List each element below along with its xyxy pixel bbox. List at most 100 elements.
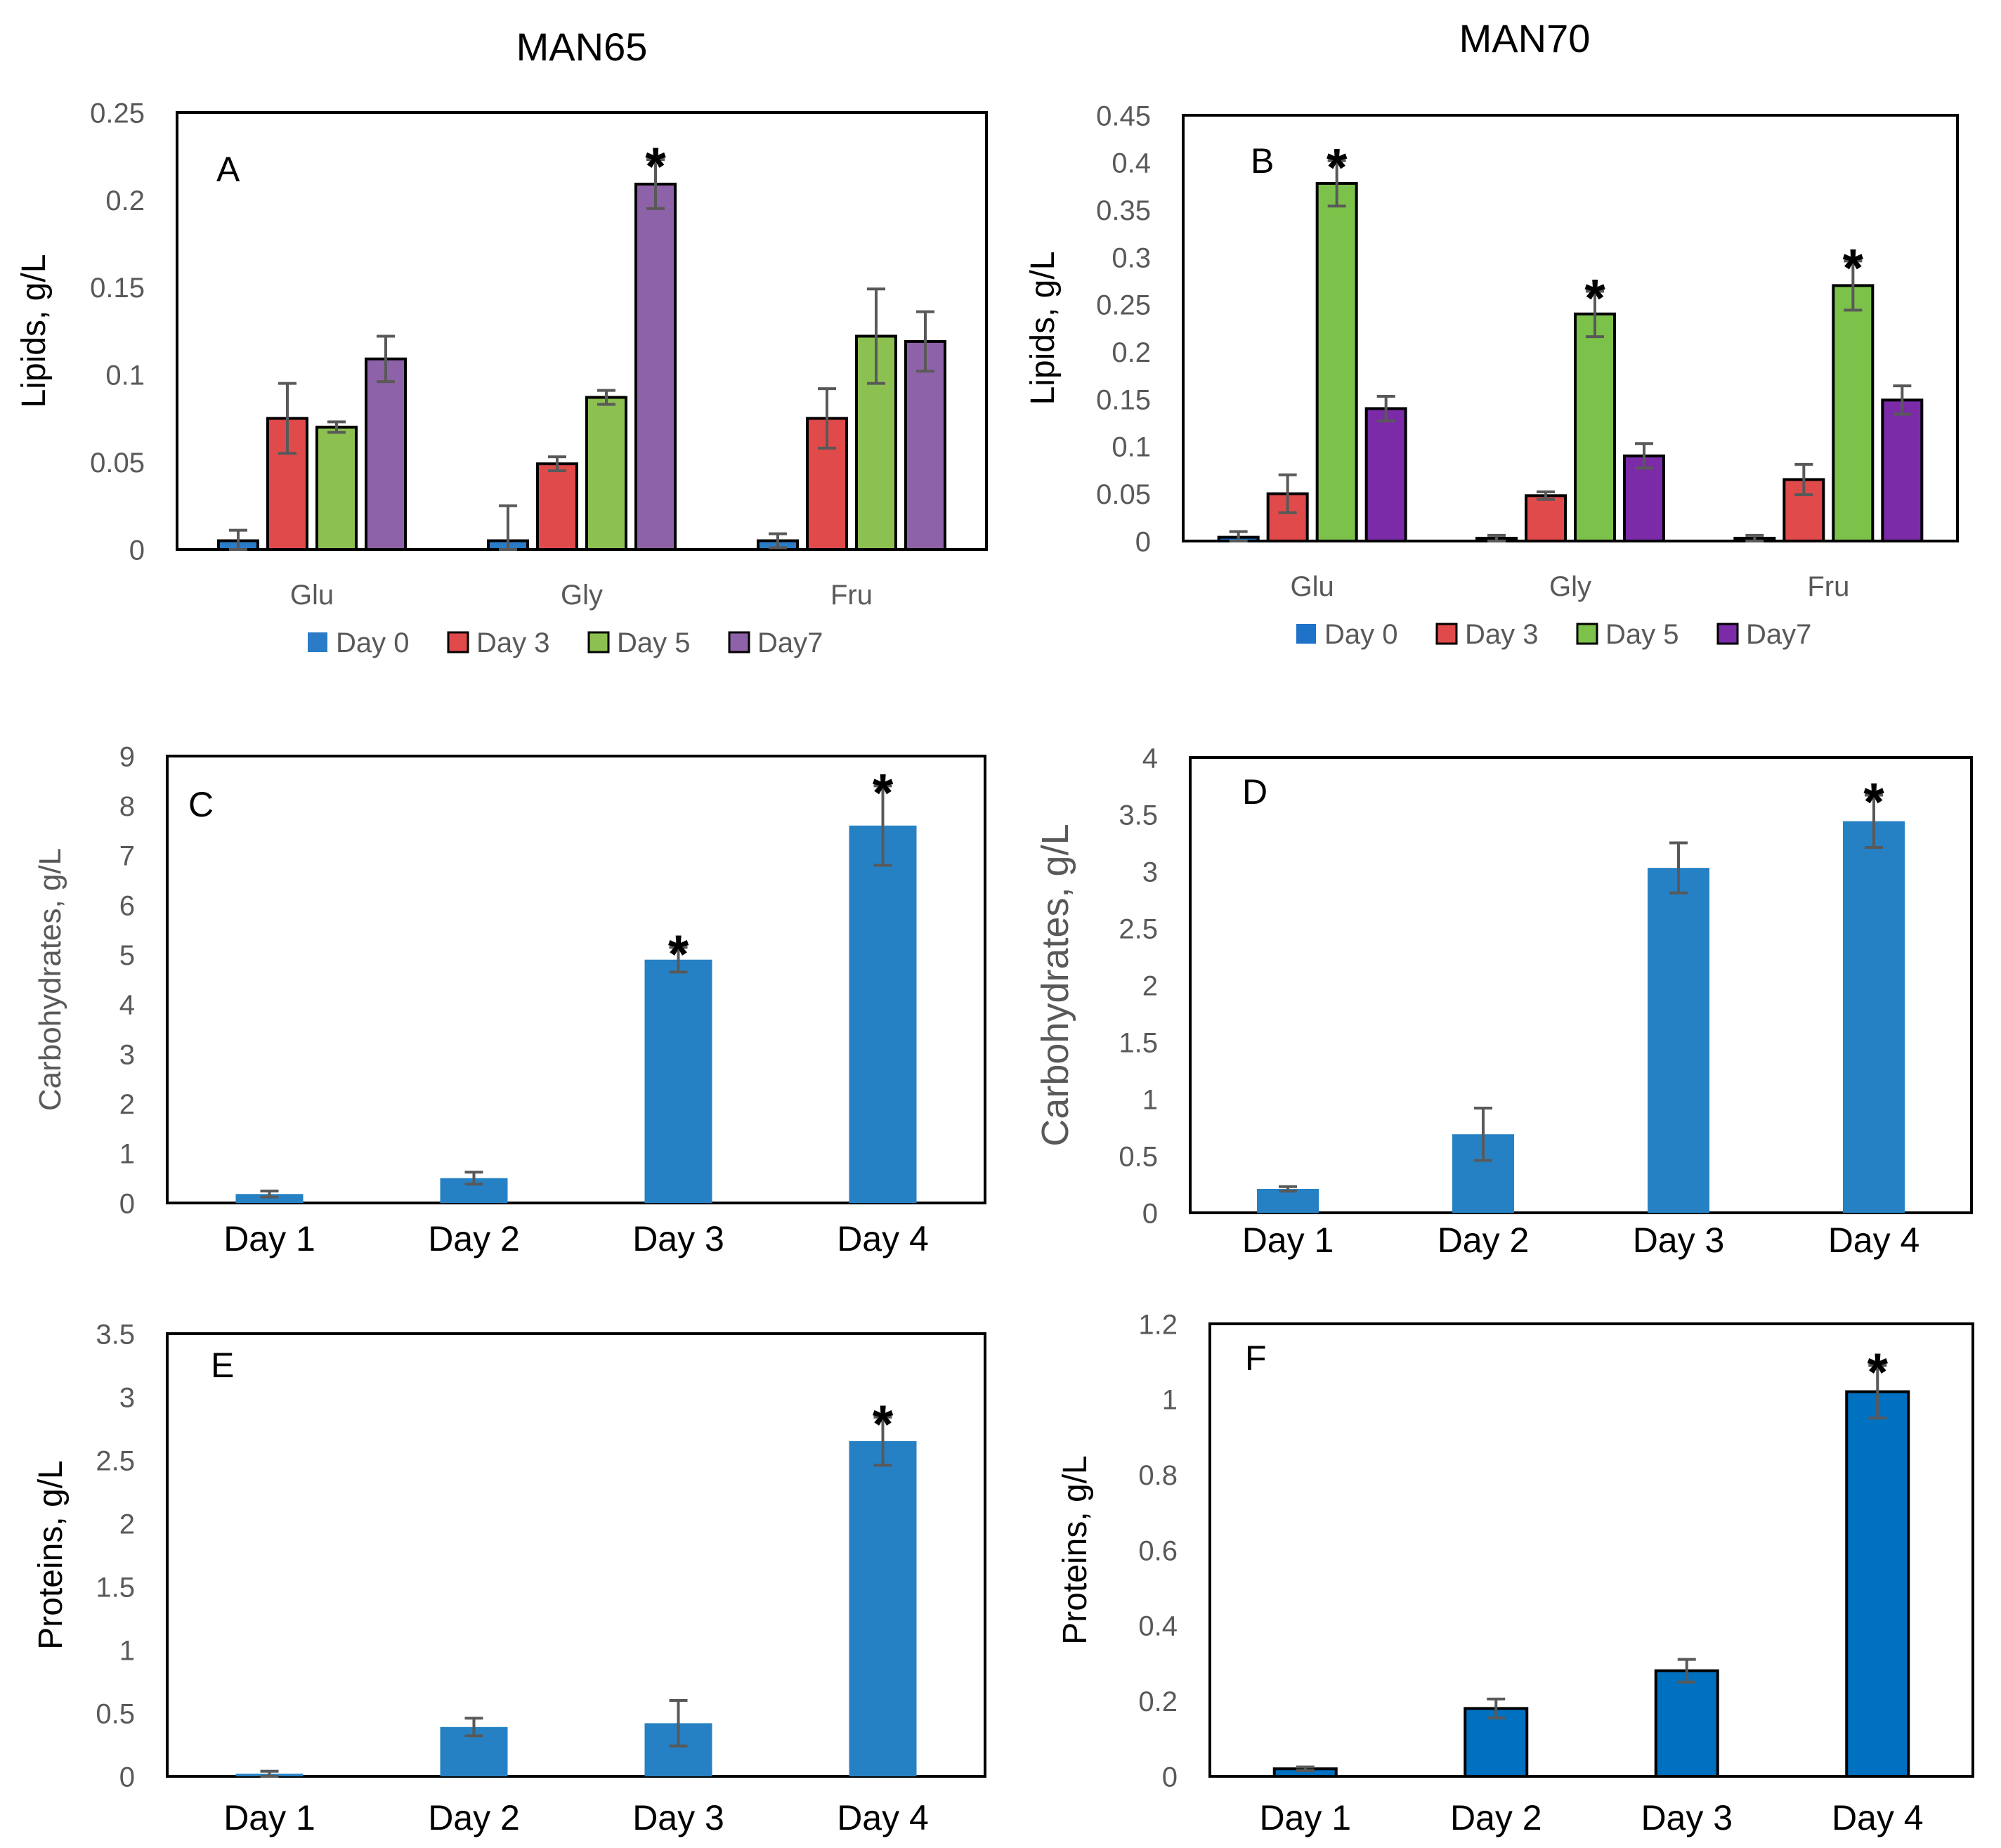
legend-swatch xyxy=(587,631,610,653)
bar xyxy=(1574,312,1616,542)
panel-a: 0 0.05 0.1 0.15 0.2 0.25 Glu Gly Fru * A Lipids, g/… xyxy=(15,98,988,658)
x-category-label: Day 1 xyxy=(223,1219,315,1258)
y-tick-label: 1.5 xyxy=(96,1572,135,1603)
y-axis-title: Carbohydrates, g/L xyxy=(33,848,67,1111)
y-axis-title: Lipids, g/L xyxy=(1024,252,1062,405)
y-tick-label: 8 xyxy=(119,791,135,822)
plot-frame xyxy=(176,111,988,551)
panel-d: 0 0.5 1 1.5 2 2.5 3 3.5 4 Day 1 Day 2 Day 3 Day 4 * D C… xyxy=(1034,743,1973,1260)
y-tick-label: 0.45 xyxy=(1096,100,1151,131)
x-category-label: Day 2 xyxy=(428,1798,520,1837)
y-tick-label: 7 xyxy=(119,841,135,872)
y-tick-label: 1 xyxy=(119,1635,135,1666)
significance-marker: * xyxy=(873,1395,894,1455)
bar xyxy=(1654,1669,1719,1778)
x-category-label: Day 1 xyxy=(1242,1221,1334,1260)
x-category-label: Day 4 xyxy=(837,1219,929,1258)
x-category-label: Gly xyxy=(1549,571,1591,602)
y-tick-label: 0.15 xyxy=(1096,384,1151,415)
y-tick-label: 2.5 xyxy=(96,1445,135,1476)
plot-frame xyxy=(1189,756,1973,1214)
panel-f: 0 0.2 0.4 0.6 0.8 1 1.2 Day 1 Day 2 Day 3 Day 4 * F P… xyxy=(1057,1309,1974,1837)
plot-frame xyxy=(166,1332,986,1778)
y-tick-label: 3.5 xyxy=(96,1319,135,1350)
y-tick-label: 0.1 xyxy=(1112,432,1151,463)
significance-marker: * xyxy=(668,925,689,984)
panel-c: 0 1 2 3 4 5 6 7 8 9 Day 1 Day 2 Day 3 Day 4 * * C Carbohy… xyxy=(33,741,986,1258)
panel-label: F xyxy=(1245,1339,1267,1378)
x-category-label: Day 3 xyxy=(632,1219,724,1258)
y-tick-label: 3.5 xyxy=(1119,800,1158,831)
panel-label: A xyxy=(216,150,240,189)
bar xyxy=(1845,1390,1910,1778)
x-category-label: Fru xyxy=(1807,571,1849,602)
y-tick-label: 2.5 xyxy=(1119,913,1158,944)
legend-swatch xyxy=(447,631,469,653)
x-category-label: Day 4 xyxy=(1832,1798,1924,1837)
y-tick-label: 2 xyxy=(1142,970,1158,1001)
legend-label: Day 5 xyxy=(617,627,691,658)
x-category-label: Day 2 xyxy=(1438,1221,1530,1260)
y-tick-label: 2 xyxy=(119,1089,135,1120)
y-tick-label: 0.5 xyxy=(96,1698,135,1729)
legend-item: Day 5 xyxy=(1576,619,1679,650)
y-tick-label: 0.6 xyxy=(1138,1535,1178,1566)
bar xyxy=(1881,398,1924,543)
bar xyxy=(644,959,712,1203)
y-tick-label: 0.05 xyxy=(1096,479,1151,510)
legend-label: Day 5 xyxy=(1605,619,1679,650)
column-title-man70: MAN70 xyxy=(1459,16,1591,60)
significance-marker: * xyxy=(1327,138,1348,198)
bar xyxy=(1464,1707,1529,1778)
y-axis-title: Lipids, g/L xyxy=(15,254,53,408)
panel-e: 0 0.5 1 1.5 2 2.5 3 3.5 Day 1 Day 2 Day 3 Day 4 * E Pr… xyxy=(32,1319,986,1837)
y-tick-label: 1 xyxy=(1142,1084,1158,1115)
bar xyxy=(1525,494,1567,542)
legend-item: Day7 xyxy=(728,627,823,658)
y-tick-label: 0.4 xyxy=(1112,148,1151,179)
y-tick-label: 1.5 xyxy=(1119,1027,1158,1058)
y-tick-label: 0.3 xyxy=(1112,242,1151,273)
column-title-man65: MAN65 xyxy=(516,25,648,69)
y-tick-label: 0.25 xyxy=(1096,290,1151,321)
panel-label: C xyxy=(188,785,214,824)
y-tick-label: 0.35 xyxy=(1096,195,1151,226)
legend-label: Day 0 xyxy=(336,627,410,658)
bar xyxy=(536,462,578,552)
y-tick-label: 0.2 xyxy=(1112,337,1151,368)
bar xyxy=(1266,492,1309,543)
y-tick-label: 3 xyxy=(1142,857,1158,887)
y-tick-label: 0.8 xyxy=(1138,1460,1178,1491)
x-category-label: Glu xyxy=(1291,571,1334,602)
bar xyxy=(904,339,946,551)
legend-label: Day 3 xyxy=(1465,619,1539,650)
y-tick-label: 0 xyxy=(119,1188,135,1219)
panel-label: D xyxy=(1242,772,1267,812)
bar xyxy=(634,183,677,551)
x-category-label: Glu xyxy=(290,580,334,611)
x-category-label: Day 4 xyxy=(837,1798,929,1837)
panel-label: B xyxy=(1251,141,1274,181)
significance-marker: * xyxy=(1843,238,1864,298)
significance-marker: * xyxy=(873,763,894,823)
y-tick-label: 1 xyxy=(1162,1385,1178,1416)
legend-swatch xyxy=(1296,624,1316,644)
significance-marker: * xyxy=(645,137,666,197)
bar xyxy=(1364,407,1407,543)
legend-swatch xyxy=(1576,623,1598,645)
legend-label: Day 3 xyxy=(476,627,550,658)
legend-item: Day 3 xyxy=(1435,619,1539,650)
y-axis-title: Carbohydrates, g/L xyxy=(1034,824,1076,1146)
legend-item: Day 5 xyxy=(587,627,691,658)
y-tick-label: 0 xyxy=(1162,1762,1178,1792)
y-tick-label: 0 xyxy=(119,1762,135,1792)
bar xyxy=(849,1441,917,1776)
x-category-label: Day 2 xyxy=(428,1219,520,1258)
x-category-label: Day 1 xyxy=(1259,1798,1351,1837)
y-axis-title: Proteins, g/L xyxy=(32,1460,70,1649)
y-tick-label: 0.25 xyxy=(90,98,145,129)
y-tick-label: 0.4 xyxy=(1138,1611,1178,1642)
plot-frame xyxy=(1208,1322,1974,1778)
bar xyxy=(1257,1188,1319,1213)
y-tick-label: 1.2 xyxy=(1138,1309,1178,1340)
